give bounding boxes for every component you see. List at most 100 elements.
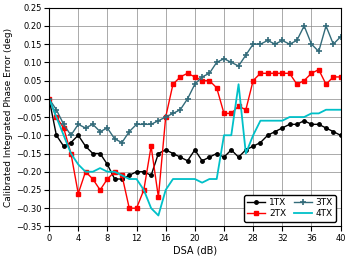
4TX [193,178,197,181]
Line: 2TX: 2TX [47,68,342,210]
3TX [331,43,335,46]
2TX [237,105,241,108]
1TX [134,170,139,173]
1TX [287,123,292,126]
1TX [222,155,226,159]
4TX [83,170,88,173]
4TX [324,108,328,111]
4TX [338,108,343,111]
1TX [324,126,328,129]
4TX [98,166,102,170]
2TX [215,86,219,89]
3TX [237,64,241,68]
4TX [331,108,335,111]
4TX [317,112,321,115]
4TX [302,115,306,119]
1TX [156,152,161,155]
3TX [338,35,343,38]
1TX [251,145,255,148]
2TX [193,75,197,79]
1TX [207,155,211,159]
2TX [287,72,292,75]
4TX [120,174,124,177]
2TX [83,170,88,173]
1TX [331,130,335,133]
1TX [76,134,80,137]
3TX [317,50,321,53]
3TX [149,123,153,126]
Line: 3TX: 3TX [46,23,343,145]
1TX [258,141,262,144]
2TX [317,68,321,71]
3TX [266,39,270,42]
3TX [229,61,233,64]
1TX [171,152,175,155]
2TX [309,72,314,75]
2TX [222,112,226,115]
3TX [309,43,314,46]
2TX [91,178,95,181]
4TX [186,178,190,181]
1TX [113,178,117,181]
4TX [200,181,204,184]
2TX [62,126,66,129]
1TX [127,174,131,177]
2TX [171,83,175,86]
2TX [149,145,153,148]
4TX [244,152,248,155]
4TX [54,115,58,119]
4TX [280,119,285,122]
1TX [178,155,182,159]
1TX [302,119,306,122]
1TX [244,148,248,151]
3TX [200,75,204,79]
1TX [338,134,343,137]
4TX [127,178,131,181]
1TX [280,126,285,129]
4TX [69,152,73,155]
4TX [76,163,80,166]
2TX [76,192,80,195]
3TX [91,123,95,126]
3TX [69,134,73,137]
Line: 4TX: 4TX [49,84,341,216]
2TX [244,108,248,111]
3TX [76,123,80,126]
4TX [258,119,262,122]
3TX [193,83,197,86]
Y-axis label: Calibrated Integrated Phase Error (deg): Calibrated Integrated Phase Error (deg) [4,28,13,207]
3TX [251,43,255,46]
3TX [302,24,306,28]
3TX [273,43,277,46]
2TX [105,178,110,181]
2TX [324,83,328,86]
3TX [62,123,66,126]
4TX [171,178,175,181]
2TX [127,207,131,210]
3TX [215,61,219,64]
3TX [120,141,124,144]
3TX [178,108,182,111]
1TX [105,163,110,166]
1TX [266,134,270,137]
2TX [120,174,124,177]
1TX [47,97,51,100]
2TX [280,72,285,75]
1TX [163,148,168,151]
2TX [134,207,139,210]
3TX [186,97,190,100]
4TX [156,214,161,217]
2TX [178,75,182,79]
2TX [54,115,58,119]
1TX [317,123,321,126]
1TX [69,141,73,144]
2TX [163,115,168,119]
1TX [120,178,124,181]
1TX [62,145,66,148]
4TX [178,178,182,181]
3TX [105,126,110,129]
3TX [156,119,161,122]
2TX [295,83,299,86]
4TX [163,188,168,192]
2TX [69,152,73,155]
